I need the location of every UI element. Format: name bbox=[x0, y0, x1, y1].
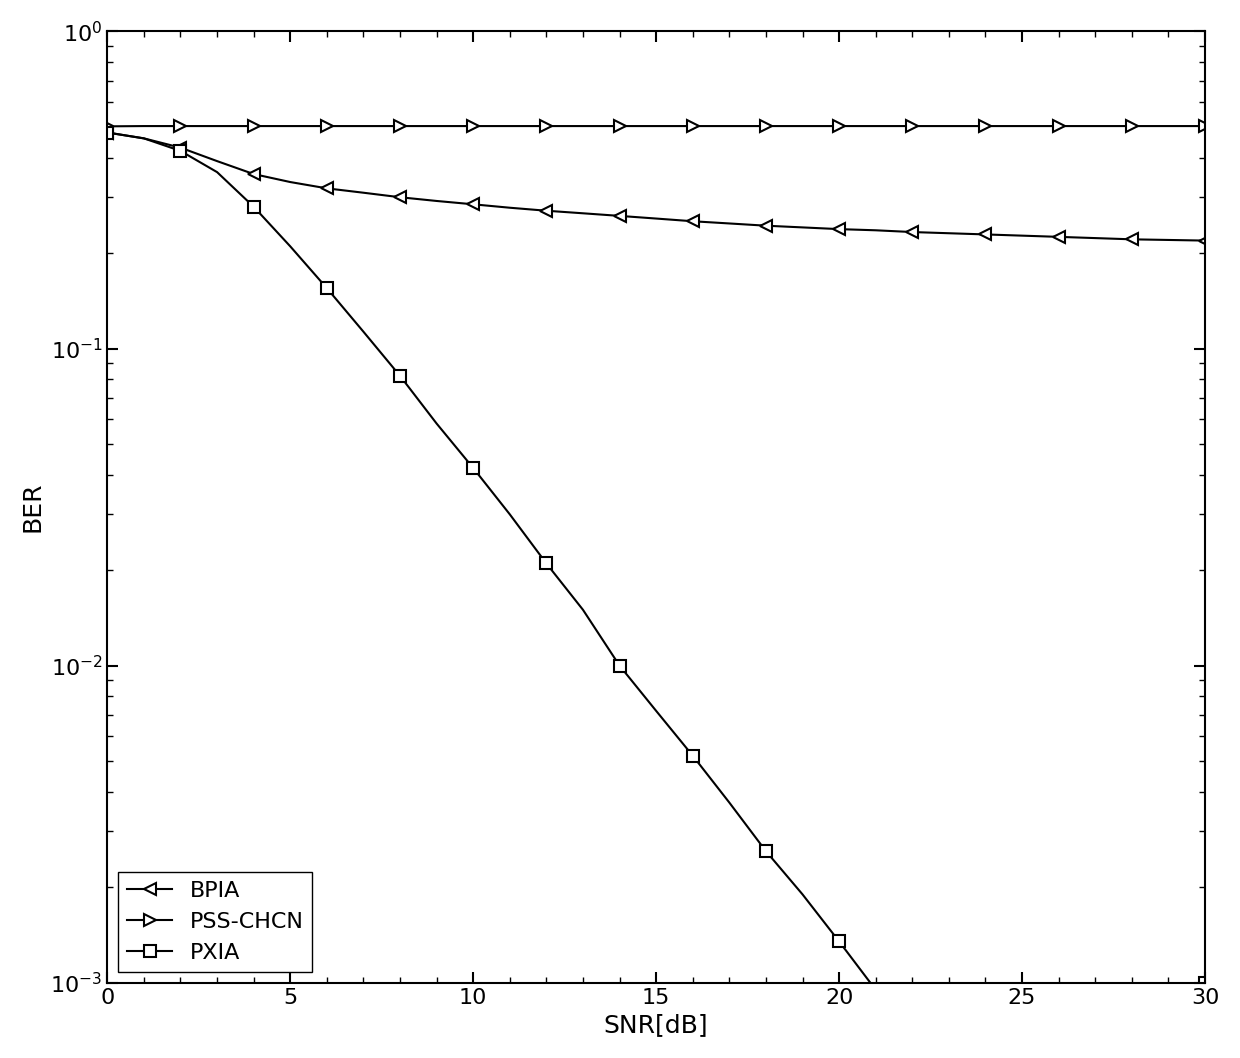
BPIA bbox=[320, 182, 335, 195]
BPIA bbox=[1014, 230, 1029, 242]
PXIA bbox=[136, 132, 151, 145]
PSS-CHCN bbox=[795, 120, 810, 132]
BPIA bbox=[613, 209, 627, 222]
BPIA bbox=[210, 154, 224, 167]
Line: PSS-CHCN: PSS-CHCN bbox=[102, 120, 1211, 132]
PXIA bbox=[722, 797, 737, 809]
BPIA bbox=[722, 217, 737, 230]
PSS-CHCN bbox=[100, 120, 115, 132]
Y-axis label: BER: BER bbox=[21, 481, 45, 532]
BPIA bbox=[393, 190, 408, 203]
Line: BPIA: BPIA bbox=[102, 126, 1211, 247]
PSS-CHCN bbox=[539, 120, 554, 132]
PXIA bbox=[832, 935, 847, 948]
PXIA bbox=[174, 145, 188, 158]
BPIA bbox=[174, 142, 188, 154]
PSS-CHCN bbox=[247, 120, 262, 132]
PXIA bbox=[320, 281, 335, 294]
BPIA bbox=[356, 186, 371, 199]
BPIA bbox=[1161, 234, 1176, 247]
PXIA bbox=[795, 888, 810, 900]
PXIA bbox=[502, 508, 517, 521]
BPIA bbox=[1052, 231, 1066, 243]
PSS-CHCN bbox=[1125, 120, 1140, 132]
PXIA bbox=[210, 166, 224, 179]
BPIA bbox=[283, 176, 298, 188]
PSS-CHCN bbox=[575, 120, 590, 132]
BPIA bbox=[1125, 233, 1140, 245]
PSS-CHCN bbox=[759, 120, 774, 132]
BPIA bbox=[1087, 232, 1102, 244]
PSS-CHCN bbox=[1198, 120, 1213, 132]
PSS-CHCN bbox=[686, 120, 701, 132]
PSS-CHCN bbox=[320, 120, 335, 132]
PXIA bbox=[649, 705, 663, 717]
PSS-CHCN bbox=[613, 120, 627, 132]
PSS-CHCN bbox=[466, 120, 481, 132]
BPIA bbox=[941, 226, 956, 239]
PSS-CHCN bbox=[868, 120, 883, 132]
PSS-CHCN bbox=[722, 120, 737, 132]
PXIA bbox=[686, 749, 701, 762]
BPIA bbox=[247, 168, 262, 181]
BPIA bbox=[575, 207, 590, 220]
PSS-CHCN bbox=[210, 120, 224, 132]
BPIA bbox=[429, 195, 444, 207]
BPIA bbox=[795, 221, 810, 234]
PXIA bbox=[100, 126, 115, 139]
PSS-CHCN bbox=[136, 120, 151, 132]
PXIA bbox=[575, 603, 590, 616]
PXIA bbox=[759, 844, 774, 857]
PXIA bbox=[247, 200, 262, 213]
BPIA bbox=[100, 126, 115, 139]
PSS-CHCN bbox=[1161, 120, 1176, 132]
PXIA bbox=[905, 1029, 920, 1042]
BPIA bbox=[759, 219, 774, 232]
PXIA bbox=[1198, 977, 1213, 989]
PSS-CHCN bbox=[978, 120, 993, 132]
BPIA bbox=[978, 229, 993, 241]
PSS-CHCN bbox=[502, 120, 517, 132]
BPIA bbox=[686, 215, 701, 227]
Legend: BPIA, PSS-CHCN, PXIA: BPIA, PSS-CHCN, PXIA bbox=[119, 872, 312, 971]
PXIA bbox=[429, 417, 444, 430]
PSS-CHCN bbox=[941, 120, 956, 132]
PSS-CHCN bbox=[832, 120, 847, 132]
PSS-CHCN bbox=[393, 120, 408, 132]
X-axis label: SNR[dB]: SNR[dB] bbox=[604, 1014, 708, 1037]
PSS-CHCN bbox=[649, 120, 663, 132]
PSS-CHCN bbox=[429, 120, 444, 132]
PSS-CHCN bbox=[1014, 120, 1029, 132]
BPIA bbox=[539, 204, 554, 217]
BPIA bbox=[136, 132, 151, 145]
PXIA bbox=[356, 326, 371, 339]
PSS-CHCN bbox=[905, 120, 920, 132]
BPIA bbox=[502, 201, 517, 214]
PXIA bbox=[466, 461, 481, 474]
BPIA bbox=[832, 223, 847, 236]
BPIA bbox=[905, 225, 920, 238]
PSS-CHCN bbox=[1052, 120, 1066, 132]
PSS-CHCN bbox=[283, 120, 298, 132]
PXIA bbox=[613, 659, 627, 672]
BPIA bbox=[649, 213, 663, 225]
BPIA bbox=[868, 224, 883, 237]
BPIA bbox=[466, 198, 481, 211]
PSS-CHCN bbox=[174, 120, 188, 132]
Line: PXIA: PXIA bbox=[102, 126, 1211, 1058]
PXIA bbox=[393, 369, 408, 382]
BPIA bbox=[1198, 234, 1213, 247]
PXIA bbox=[539, 558, 554, 570]
PSS-CHCN bbox=[1087, 120, 1102, 132]
PSS-CHCN bbox=[356, 120, 371, 132]
PXIA bbox=[868, 984, 883, 997]
PXIA bbox=[283, 240, 298, 253]
